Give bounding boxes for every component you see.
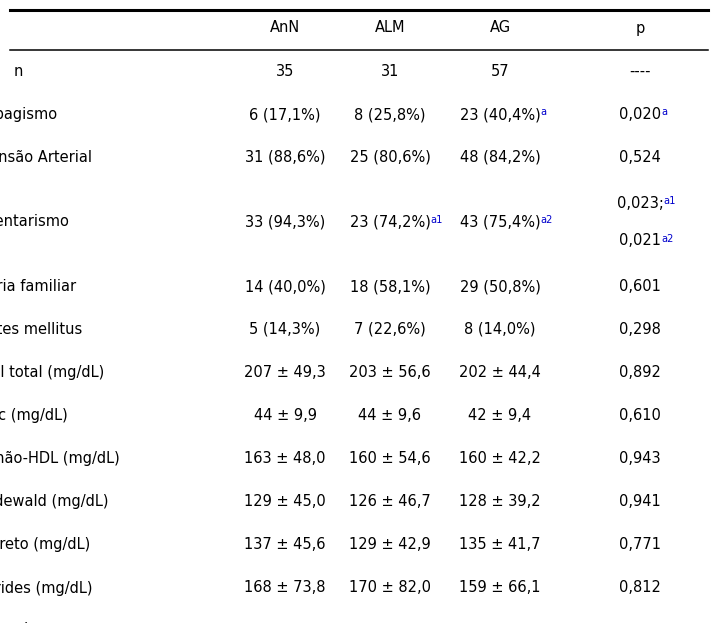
Text: 129 ± 45,0: 129 ± 45,0 [244, 494, 326, 509]
Text: 0,941: 0,941 [619, 494, 661, 509]
Text: 0,021: 0,021 [619, 234, 661, 249]
Text: a2: a2 [541, 215, 553, 225]
Text: Triglicérides (mg/dL): Triglicérides (mg/dL) [0, 579, 93, 596]
Text: História familiar: História familiar [0, 279, 77, 294]
Text: 8 (14,0%): 8 (14,0%) [465, 322, 536, 337]
Text: 18 (58,1%): 18 (58,1%) [350, 279, 430, 294]
Text: HDLc (mg/dL): HDLc (mg/dL) [0, 408, 68, 423]
Text: 57: 57 [490, 64, 509, 79]
Text: 31: 31 [381, 64, 399, 79]
Text: 0,892: 0,892 [619, 365, 661, 380]
Text: 0,524: 0,524 [619, 150, 661, 165]
Text: 33 (94,3%): 33 (94,3%) [245, 214, 325, 229]
Text: a2: a2 [661, 234, 673, 244]
Text: 44 ± 9,9: 44 ± 9,9 [253, 408, 317, 423]
Text: LDLc Friedewald (mg/dL): LDLc Friedewald (mg/dL) [0, 494, 108, 509]
Text: 6 (17,1%): 6 (17,1%) [249, 107, 321, 122]
Text: 48 (84,2%): 48 (84,2%) [460, 150, 541, 165]
Text: 8 (25,8%): 8 (25,8%) [354, 107, 426, 122]
Text: Hipertensão Arterial: Hipertensão Arterial [0, 150, 92, 165]
Text: ----: ---- [629, 64, 651, 79]
Text: Colesterol total (mg/dL): Colesterol total (mg/dL) [0, 365, 105, 380]
Text: 202 ± 44,4: 202 ± 44,4 [459, 365, 541, 380]
Text: 207 ± 49,3: 207 ± 49,3 [244, 365, 326, 380]
Text: a: a [541, 107, 546, 117]
Text: 0,601: 0,601 [619, 279, 661, 294]
Text: 25 (80,6%): 25 (80,6%) [350, 150, 430, 165]
Text: n: n [14, 64, 23, 79]
Text: 0,023;: 0,023; [617, 196, 663, 211]
Text: ALM: ALM [375, 21, 405, 36]
Text: LDLc direto (mg/dL): LDLc direto (mg/dL) [0, 537, 90, 552]
Text: 44 ± 9,6: 44 ± 9,6 [358, 408, 421, 423]
Text: AG: AG [490, 21, 510, 36]
Text: 168 ± 73,8: 168 ± 73,8 [244, 580, 326, 595]
Text: p: p [635, 21, 645, 36]
Text: 137 ± 45,6: 137 ± 45,6 [244, 537, 326, 552]
Text: Tabagismo: Tabagismo [0, 107, 57, 122]
Text: Diabetes mellitus: Diabetes mellitus [0, 322, 82, 337]
Text: 0,020: 0,020 [619, 107, 661, 122]
Text: AnN: AnN [270, 21, 300, 36]
Text: 5 (14,3%): 5 (14,3%) [249, 322, 321, 337]
Text: 0,298: 0,298 [619, 322, 661, 337]
Text: Sedentarismo: Sedentarismo [0, 214, 69, 229]
Text: 23 (74,2%): 23 (74,2%) [350, 214, 430, 229]
Text: 135 ± 41,7: 135 ± 41,7 [460, 537, 541, 552]
Text: 14 (40,0%): 14 (40,0%) [245, 279, 325, 294]
Text: 31 (88,6%): 31 (88,6%) [245, 150, 325, 165]
Text: 163 ± 48,0: 163 ± 48,0 [244, 451, 326, 466]
Text: 203 ± 56,6: 203 ± 56,6 [349, 365, 431, 380]
Text: 0,610: 0,610 [619, 408, 661, 423]
Text: 42 ± 9,4: 42 ± 9,4 [468, 408, 531, 423]
Text: 23 (40,4%): 23 (40,4%) [460, 107, 541, 122]
Text: 29 (50,8%): 29 (50,8%) [460, 279, 541, 294]
Text: 7 (22,6%): 7 (22,6%) [354, 322, 426, 337]
Text: 128 ± 39,2: 128 ± 39,2 [460, 494, 541, 509]
Text: a1: a1 [663, 196, 676, 206]
Text: 159 ± 66,1: 159 ± 66,1 [460, 580, 541, 595]
Text: 43 (75,4%): 43 (75,4%) [460, 214, 541, 229]
Text: 35: 35 [276, 64, 294, 79]
Text: 0,943: 0,943 [619, 451, 661, 466]
Text: 129 ± 42,9: 129 ± 42,9 [349, 537, 431, 552]
Text: 170 ± 82,0: 170 ± 82,0 [349, 580, 431, 595]
Text: Colesterol não-HDL (mg/dL): Colesterol não-HDL (mg/dL) [0, 451, 119, 466]
Text: 160 ± 42,2: 160 ± 42,2 [459, 451, 541, 466]
Text: 0,771: 0,771 [619, 537, 661, 552]
Text: a1: a1 [430, 215, 443, 225]
Text: a: a [661, 107, 667, 117]
Text: 126 ± 46,7: 126 ± 46,7 [349, 494, 431, 509]
Text: 0,812: 0,812 [619, 580, 661, 595]
Text: 160 ± 54,6: 160 ± 54,6 [349, 451, 431, 466]
